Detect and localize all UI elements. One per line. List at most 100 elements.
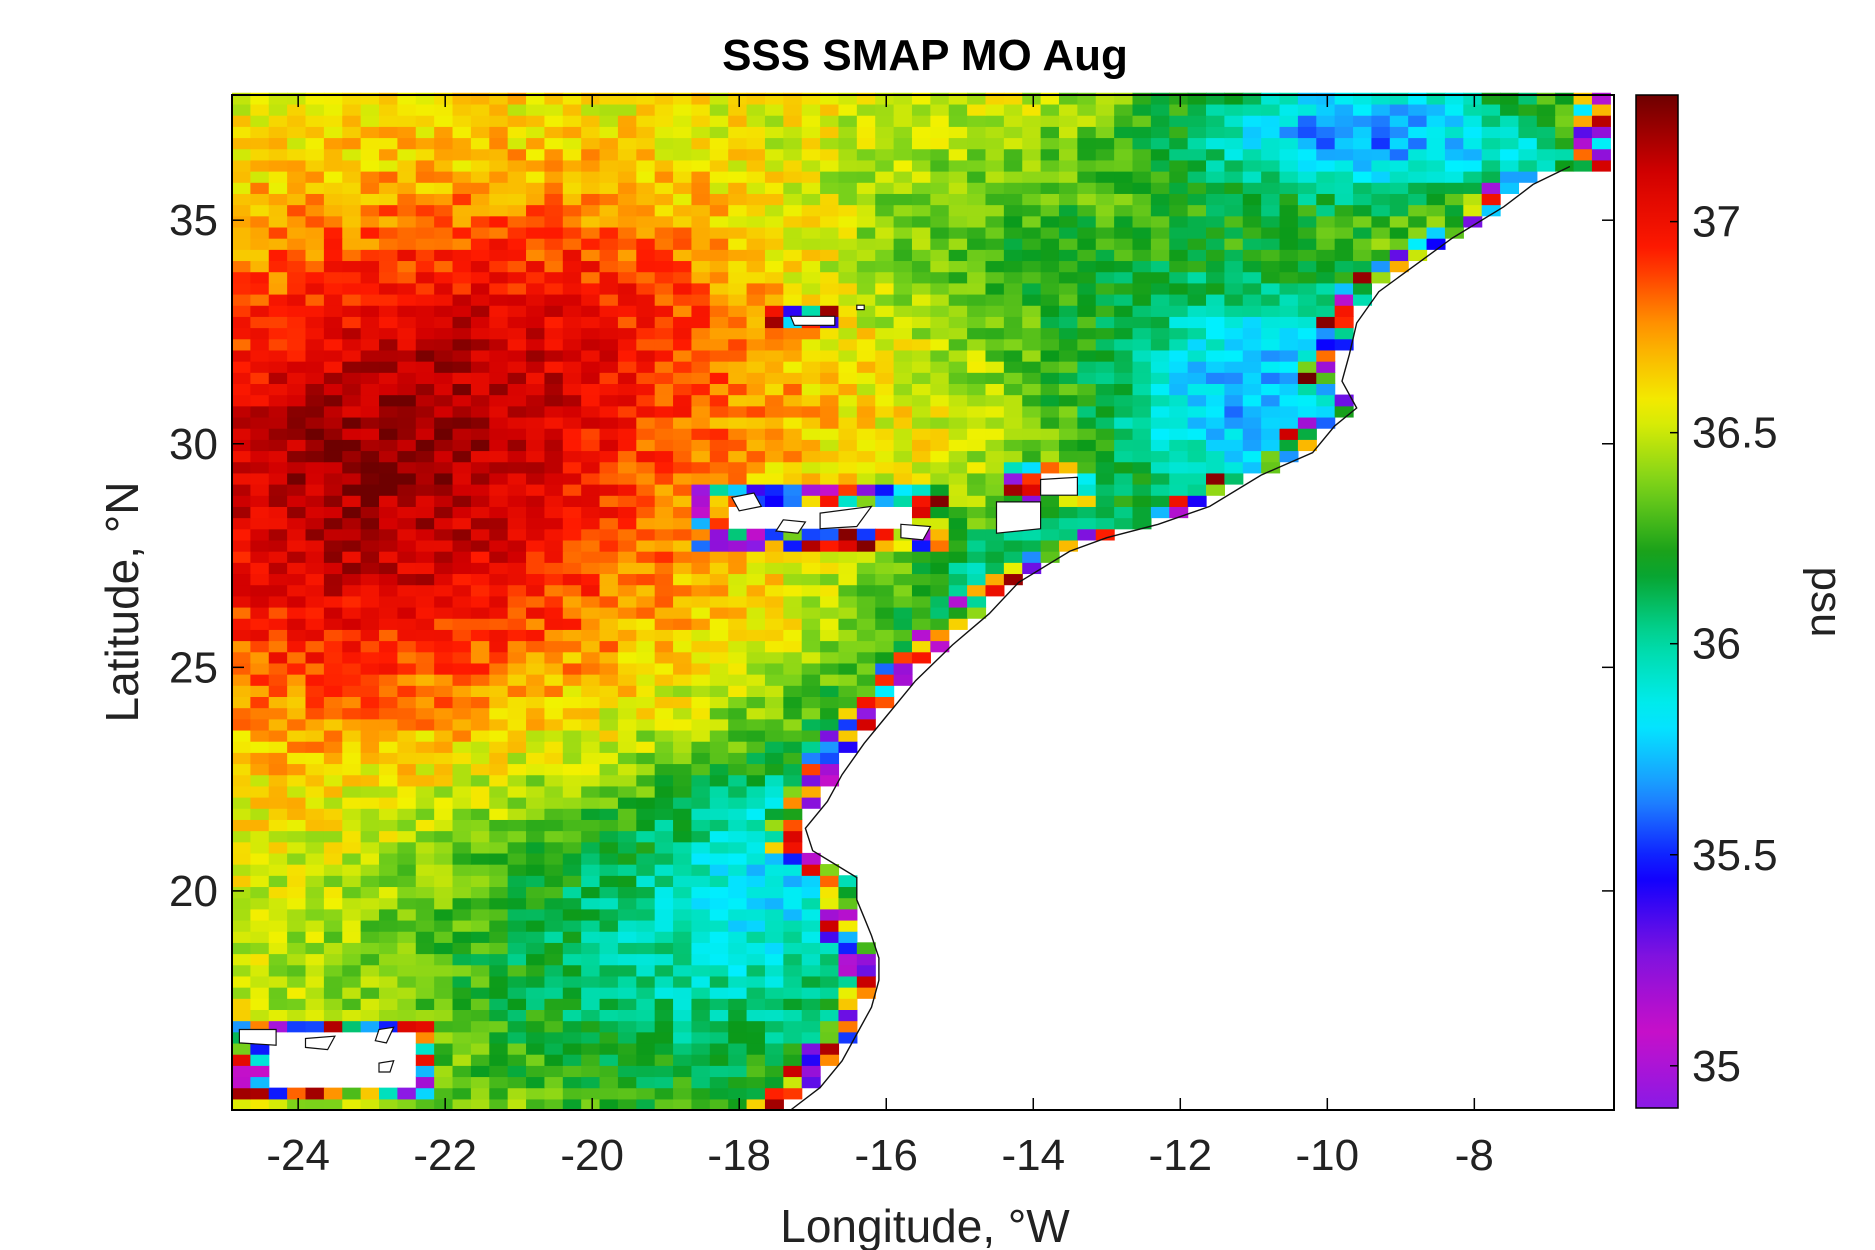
salinity-cell bbox=[764, 226, 784, 239]
salinity-cell bbox=[415, 819, 435, 832]
salinity-cell bbox=[342, 428, 362, 440]
salinity-cell bbox=[489, 685, 509, 697]
salinity-cell bbox=[856, 472, 876, 485]
salinity-cell bbox=[379, 729, 398, 742]
salinity-cell bbox=[470, 987, 490, 999]
salinity-cell bbox=[746, 1054, 766, 1066]
x-tick-label: -8 bbox=[1455, 1131, 1494, 1180]
salinity-cell bbox=[1518, 159, 1538, 172]
salinity-cell bbox=[1150, 361, 1170, 373]
salinity-cell bbox=[342, 819, 362, 832]
salinity-cell bbox=[636, 484, 656, 496]
salinity-cell bbox=[434, 953, 454, 966]
salinity-cell bbox=[452, 159, 472, 172]
salinity-cell bbox=[673, 293, 693, 306]
salinity-cell bbox=[764, 696, 784, 709]
salinity-cell bbox=[599, 674, 619, 686]
salinity-cell bbox=[1150, 260, 1170, 273]
salinity-cell bbox=[1481, 204, 1501, 217]
salinity-cell bbox=[1279, 349, 1299, 362]
salinity-cell bbox=[526, 1065, 546, 1078]
salinity-cell bbox=[526, 595, 546, 608]
salinity-cell bbox=[617, 1042, 637, 1055]
salinity-cell bbox=[820, 1020, 840, 1033]
salinity-cell bbox=[360, 226, 380, 239]
salinity-cell bbox=[415, 361, 435, 373]
salinity-cell bbox=[397, 852, 417, 865]
salinity-cell bbox=[673, 137, 693, 150]
salinity-cell bbox=[820, 618, 840, 630]
salinity-cell bbox=[1187, 361, 1207, 373]
salinity-cell bbox=[728, 472, 748, 485]
salinity-cell bbox=[232, 238, 251, 250]
salinity-cell bbox=[1187, 92, 1207, 105]
salinity-cell bbox=[636, 148, 656, 161]
salinity-cell bbox=[856, 953, 876, 966]
salinity-cell bbox=[507, 975, 527, 988]
salinity-cell bbox=[1334, 137, 1354, 150]
salinity-cell bbox=[838, 886, 858, 899]
salinity-cell bbox=[636, 338, 656, 351]
salinity-cell bbox=[1003, 316, 1023, 329]
salinity-cell bbox=[1206, 92, 1225, 105]
salinity-cell bbox=[1077, 450, 1097, 463]
salinity-cell bbox=[305, 238, 325, 250]
salinity-cell bbox=[1500, 171, 1520, 183]
salinity-cell bbox=[746, 752, 766, 765]
salinity-cell bbox=[673, 618, 693, 630]
salinity-cell bbox=[1132, 115, 1152, 127]
salinity-cell bbox=[654, 461, 674, 474]
salinity-cell bbox=[452, 92, 472, 105]
salinity-cell bbox=[1114, 159, 1134, 172]
salinity-cell bbox=[1463, 148, 1483, 161]
salinity-cell bbox=[930, 361, 950, 373]
salinity-cell bbox=[654, 975, 674, 988]
salinity-cell bbox=[617, 450, 637, 463]
salinity-cell bbox=[250, 595, 270, 608]
salinity-cell bbox=[1114, 271, 1134, 284]
salinity-cell bbox=[764, 260, 784, 273]
salinity-cell bbox=[764, 148, 784, 161]
salinity-cell bbox=[562, 461, 582, 474]
salinity-cell bbox=[544, 271, 564, 284]
salinity-cell bbox=[1022, 92, 1042, 105]
salinity-cell bbox=[783, 774, 803, 787]
salinity-cell bbox=[1279, 204, 1299, 217]
salinity-cell bbox=[875, 103, 895, 116]
salinity-cell bbox=[250, 472, 270, 485]
salinity-cell bbox=[489, 472, 509, 485]
salinity-cell bbox=[305, 282, 325, 295]
salinity-cell bbox=[581, 919, 601, 932]
salinity-cell bbox=[544, 472, 564, 485]
salinity-cell bbox=[250, 226, 270, 239]
salinity-cell bbox=[397, 349, 417, 362]
salinity-cell bbox=[1426, 182, 1446, 194]
salinity-cell bbox=[323, 1009, 343, 1022]
salinity-cell bbox=[783, 752, 803, 765]
salinity-cell bbox=[232, 763, 251, 776]
salinity-cell bbox=[470, 495, 490, 507]
salinity-cell bbox=[562, 271, 582, 284]
salinity-cell bbox=[581, 953, 601, 966]
salinity-cell bbox=[581, 484, 601, 496]
salinity-cell bbox=[1058, 238, 1078, 250]
salinity-cell bbox=[526, 819, 546, 832]
salinity-cell bbox=[268, 193, 288, 206]
salinity-cell bbox=[397, 718, 417, 731]
salinity-cell bbox=[691, 405, 711, 418]
salinity-cell bbox=[801, 204, 821, 217]
salinity-cell bbox=[985, 517, 1005, 530]
salinity-cell bbox=[1297, 126, 1317, 139]
salinity-cell bbox=[250, 897, 270, 910]
salinity-cell bbox=[250, 115, 270, 127]
salinity-cell bbox=[1003, 193, 1023, 206]
salinity-cell bbox=[250, 864, 270, 876]
salinity-cell bbox=[654, 662, 674, 675]
salinity-cell bbox=[783, 908, 803, 921]
salinity-cell bbox=[948, 159, 968, 172]
salinity-cell bbox=[617, 137, 637, 150]
salinity-cell bbox=[507, 193, 527, 206]
salinity-cell bbox=[397, 293, 417, 306]
salinity-cell bbox=[673, 998, 693, 1010]
